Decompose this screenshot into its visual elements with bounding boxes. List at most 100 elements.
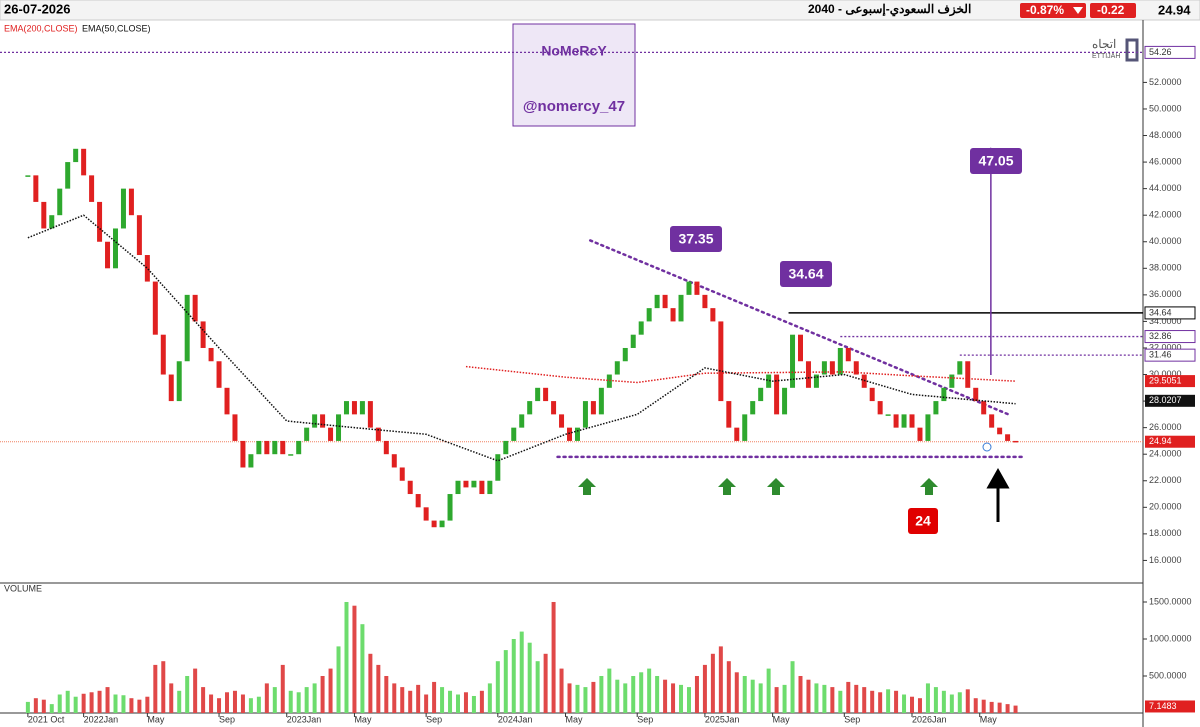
price-label: 24.94 xyxy=(1149,436,1172,446)
volume-bar xyxy=(639,672,644,713)
volume-bar xyxy=(1005,704,1010,713)
candle xyxy=(686,281,692,295)
candle xyxy=(152,281,158,335)
volume-bar xyxy=(710,653,715,713)
price-label-box xyxy=(1145,435,1195,448)
price-label-box xyxy=(1144,306,1196,320)
volume-bar xyxy=(65,690,70,713)
volume-bar xyxy=(591,681,596,713)
volume-bar xyxy=(201,687,206,713)
volume-bar xyxy=(209,694,214,713)
down-triangle xyxy=(1073,7,1083,14)
y-tick-label: 1000.0000 xyxy=(1149,633,1192,643)
volume-bar xyxy=(185,675,190,713)
candle xyxy=(949,374,955,388)
candle xyxy=(997,427,1003,435)
annotation-box xyxy=(970,148,1022,174)
volume-bar xyxy=(766,668,771,713)
candle xyxy=(57,188,63,216)
volume-bar xyxy=(432,681,437,713)
volume-bar xyxy=(750,679,755,713)
x-tick-label: 2026Jan xyxy=(912,714,947,724)
candle xyxy=(718,321,724,402)
volume-bar xyxy=(1013,705,1018,713)
candle xyxy=(439,520,445,528)
volume-bar xyxy=(957,692,962,713)
volume-bar xyxy=(734,672,739,713)
volume-bar xyxy=(272,687,277,713)
candle xyxy=(351,401,357,415)
volume-bar xyxy=(368,653,373,713)
volume-bar xyxy=(567,683,572,713)
candle xyxy=(383,440,389,455)
candle xyxy=(320,414,326,428)
volume-bar xyxy=(248,698,253,713)
y-tick-label: 22.0000 xyxy=(1149,475,1182,485)
candle xyxy=(97,201,103,242)
volume-bar xyxy=(726,661,731,713)
candle xyxy=(89,175,95,202)
volume-bar xyxy=(264,683,269,713)
volume-bar xyxy=(376,664,381,713)
candle xyxy=(670,308,676,322)
candle xyxy=(256,440,262,455)
legend-entry: EMA(200,CLOSE) xyxy=(4,23,78,33)
volume-bar xyxy=(511,638,516,713)
candle xyxy=(869,387,875,402)
candle xyxy=(981,401,987,415)
candle xyxy=(829,361,835,375)
y-tick-label: 16.0000 xyxy=(1149,555,1182,565)
candle xyxy=(471,480,477,488)
up-arrow xyxy=(920,478,938,495)
volume-bar xyxy=(551,601,556,713)
candle xyxy=(797,334,803,362)
volume-bar xyxy=(782,684,787,713)
volume-bar xyxy=(304,687,309,713)
candle xyxy=(973,387,979,402)
volume-bar xyxy=(686,687,691,713)
candle xyxy=(750,401,756,415)
volume-bar xyxy=(527,642,532,713)
volume-bar xyxy=(894,690,899,713)
candle xyxy=(272,440,278,455)
logo: اتجاه xyxy=(1092,37,1116,51)
candle xyxy=(49,215,55,229)
annotation: 37.35 xyxy=(678,231,713,247)
volume-bar xyxy=(830,687,835,713)
candle xyxy=(933,401,939,415)
change: -0.22 xyxy=(1097,3,1125,17)
volume-bar xyxy=(615,679,620,713)
price-label: 28.0207 xyxy=(1149,395,1182,405)
candle xyxy=(678,294,684,322)
volume-bar xyxy=(742,675,747,713)
candle xyxy=(638,321,644,335)
x-tick-label: 2025Jan xyxy=(705,714,740,724)
candle xyxy=(200,321,206,348)
candle xyxy=(136,215,142,256)
x-tick-label: 2024Jan xyxy=(498,714,533,724)
volume-bar xyxy=(73,696,78,713)
volume-bar xyxy=(559,668,564,713)
candle xyxy=(33,175,39,202)
candle xyxy=(367,401,373,428)
candle xyxy=(845,347,851,362)
volume-bar xyxy=(981,699,986,713)
price-label-box xyxy=(1144,330,1196,344)
candle xyxy=(160,334,166,375)
volume-bar xyxy=(949,694,954,713)
candle xyxy=(925,414,931,441)
candle xyxy=(375,427,381,441)
candle xyxy=(1013,440,1019,443)
candle xyxy=(176,361,182,402)
up-arrow xyxy=(718,478,736,495)
volume-bar xyxy=(519,631,524,713)
candle xyxy=(455,480,461,495)
volume-bar xyxy=(240,694,245,713)
volume-bar xyxy=(822,684,827,713)
candle xyxy=(726,401,732,428)
candle xyxy=(407,480,413,495)
volume-bar xyxy=(400,687,405,713)
volume-bar xyxy=(256,696,261,713)
trendline xyxy=(588,239,1010,416)
